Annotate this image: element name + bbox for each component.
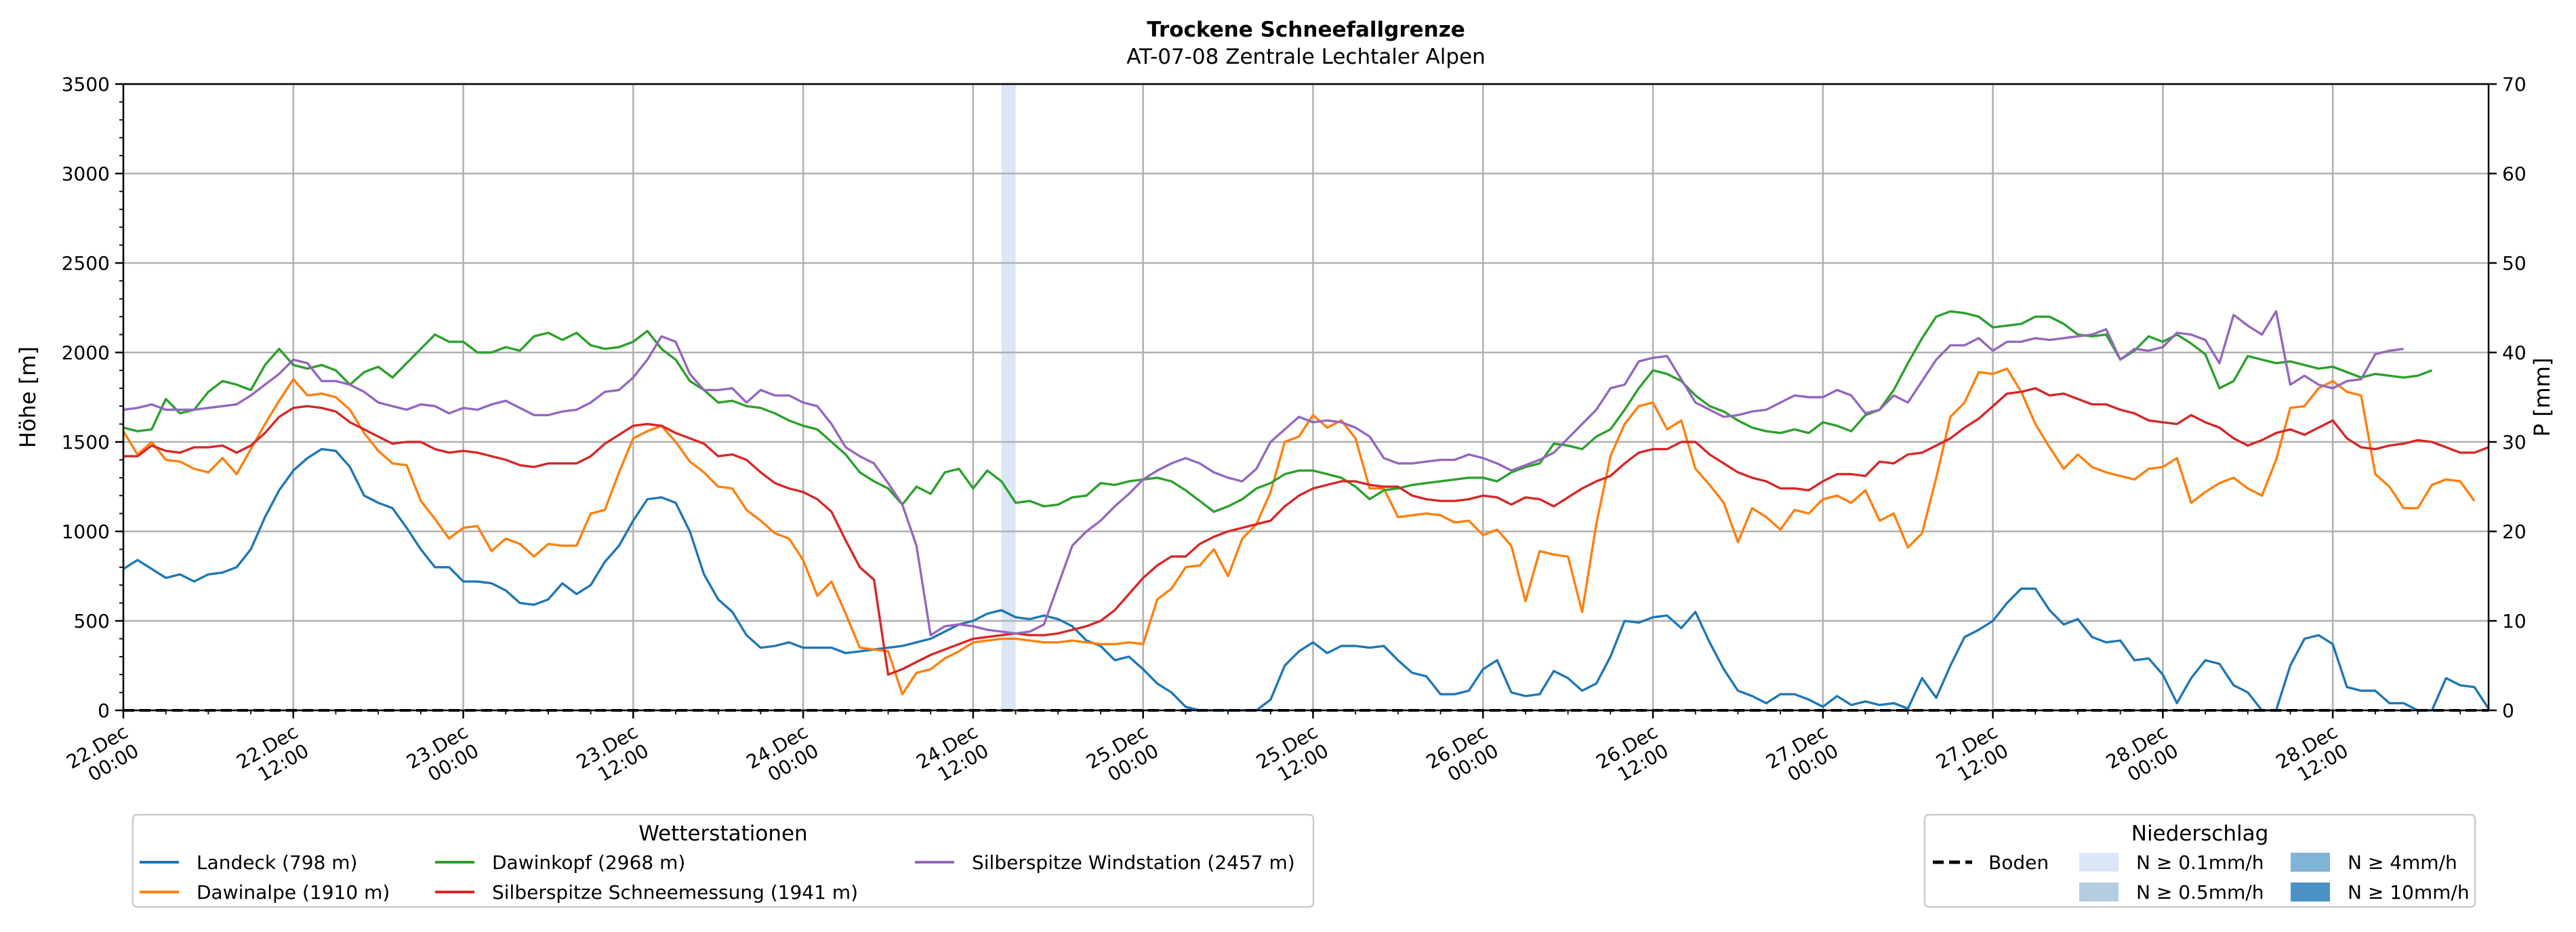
precip-band xyxy=(1001,84,1016,710)
ytick-right-label: 0 xyxy=(2502,700,2514,722)
legend-precip-ground-label: Boden xyxy=(1988,851,2049,874)
ytick-right-label: 40 xyxy=(2502,342,2527,364)
series-lines xyxy=(122,310,2490,712)
ytick-label: 1000 xyxy=(62,521,110,543)
precipitation-bands xyxy=(1001,84,1016,710)
legend-stations-title: Wetterstationen xyxy=(638,822,807,846)
legend-precip-swatch xyxy=(2291,883,2330,901)
ytick-right-label: 50 xyxy=(2502,252,2527,275)
ytick-right-label: 10 xyxy=(2502,610,2527,632)
ytick-label: 3500 xyxy=(62,73,110,96)
ytick-right-label: 70 xyxy=(2502,73,2527,96)
ylabel-right: P [mm] xyxy=(2529,358,2555,437)
grid xyxy=(122,83,2489,712)
ytick-label: 0 xyxy=(98,700,110,722)
legend-precip-label: N ≥ 0.5mm/h xyxy=(2136,881,2264,904)
legend-precip-label: N ≥ 0.1mm/h xyxy=(2136,851,2264,874)
series-line-3 xyxy=(123,310,2433,513)
ytick-label: 3000 xyxy=(62,163,110,185)
legend-stations-label: Landeck (798 m) xyxy=(197,851,357,874)
legend-stations-label: Dawinalpe (1910 m) xyxy=(197,881,390,904)
ytick-right-label: 30 xyxy=(2502,431,2527,453)
ylabel-left: Höhe [m] xyxy=(15,346,41,448)
series-line-1 xyxy=(123,447,2490,712)
legend-precip-swatch xyxy=(2079,853,2119,872)
axes xyxy=(115,83,2497,718)
labels: 0 500 1000 1500 2000 2500 3000 3500 0 10 20 30 40 50 6… xyxy=(15,18,2555,786)
series-line-2 xyxy=(122,367,2476,695)
legend-precip-title: Niederschlag xyxy=(2131,822,2269,846)
ytick-right-label: 60 xyxy=(2502,163,2527,185)
legend-precip-label: N ≥ 4mm/h xyxy=(2348,851,2457,874)
chart-subtitle: AT-07-08 Zentrale Lechtaler Alpen xyxy=(1126,45,1486,69)
ytick-label: 1500 xyxy=(62,431,110,453)
ytick-label: 2500 xyxy=(62,252,110,275)
series-line-4 xyxy=(123,387,2489,676)
ytick-right-label: 20 xyxy=(2502,521,2527,543)
chart-title: Trockene Schneefallgrenze xyxy=(1147,18,1465,42)
legend-precip-label: N ≥ 10mm/h xyxy=(2348,881,2470,904)
legend-stations-box xyxy=(131,813,1315,908)
ytick-label: 500 xyxy=(74,610,110,632)
plot-frame xyxy=(122,83,2490,712)
ytick-label: 2000 xyxy=(62,342,110,364)
legend-stations-label: Dawinkopf (2968 m) xyxy=(492,851,685,874)
legends: Wetterstationen Landeck (798 m) Dawinalpe … xyxy=(131,813,2476,908)
series-line-5 xyxy=(123,310,2404,636)
legend-precip-swatch xyxy=(2079,883,2119,901)
legend-stations-label: Silberspitze Schneemessung (1941 m) xyxy=(492,881,858,904)
legend-stations-label: Silberspitze Windstation (2457 m) xyxy=(972,851,1295,874)
legend-precip-swatch xyxy=(2291,853,2330,872)
legend-precip-box xyxy=(1923,813,2476,908)
